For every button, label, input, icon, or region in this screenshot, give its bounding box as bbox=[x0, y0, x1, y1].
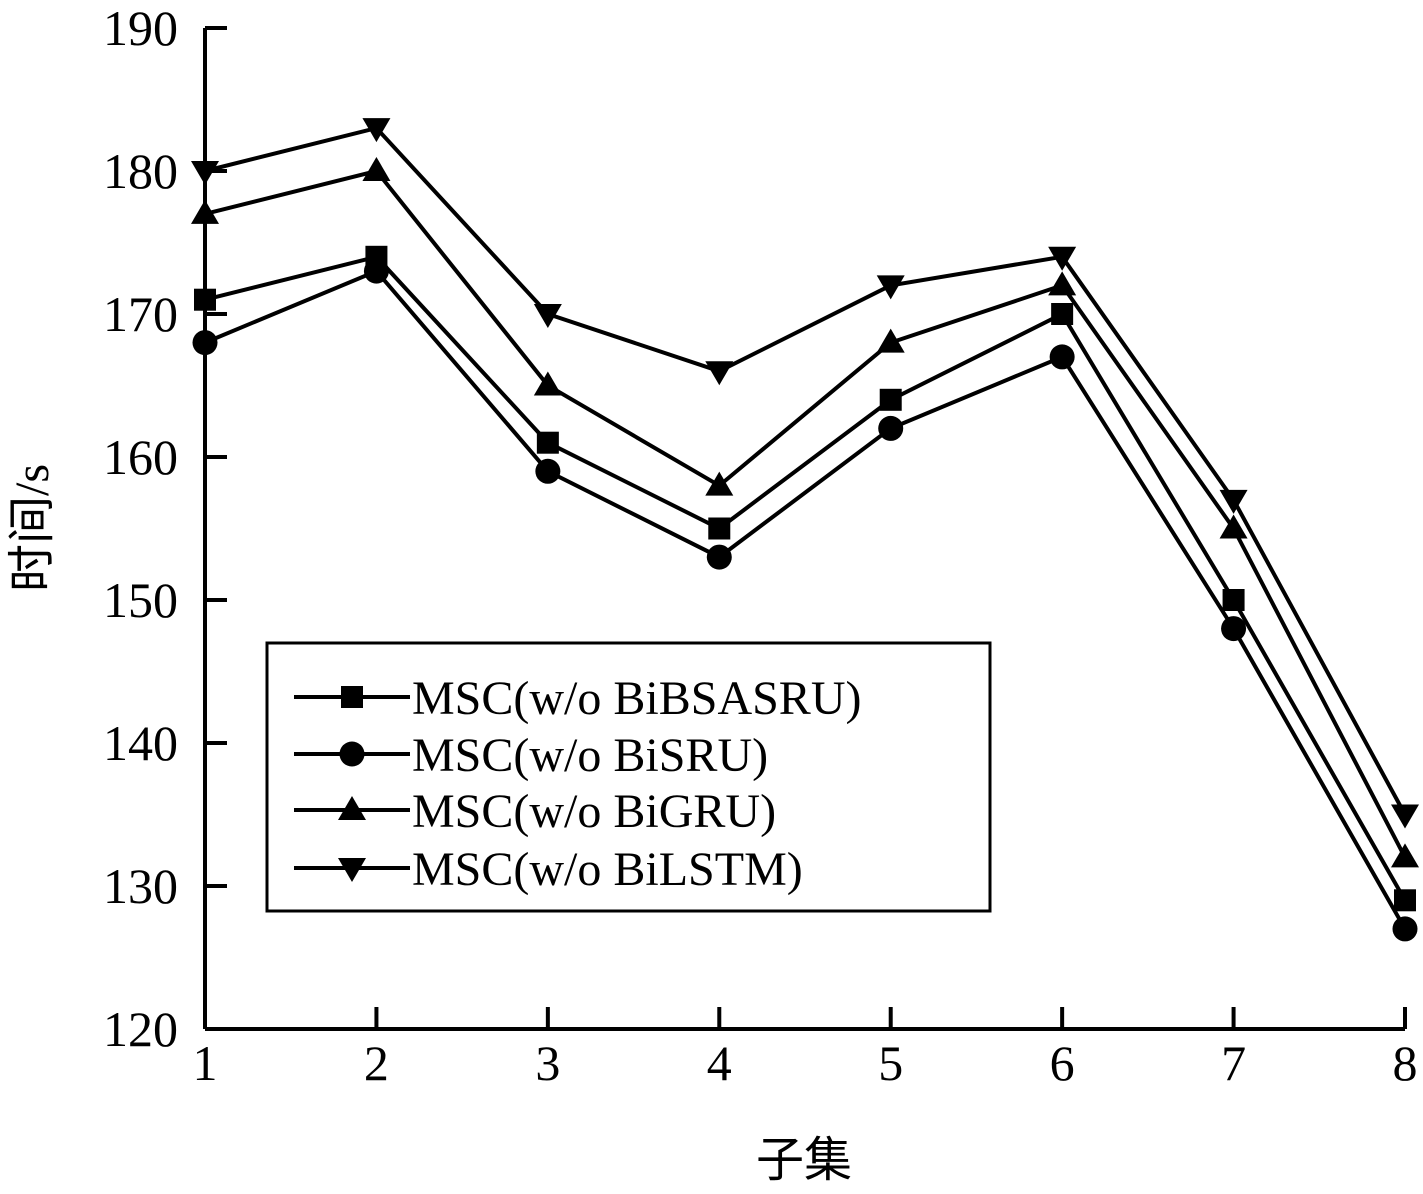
y-tick-label: 170 bbox=[103, 286, 178, 342]
data-point bbox=[1219, 489, 1248, 514]
data-point bbox=[1049, 344, 1075, 370]
y-tick-labels: 120 130 140 150 160 170 180 190 bbox=[103, 0, 178, 1057]
data-point bbox=[1051, 303, 1074, 325]
x-tick-label: 4 bbox=[707, 1035, 732, 1091]
x-tick-label: 7 bbox=[1221, 1035, 1246, 1091]
legend-marker bbox=[341, 686, 363, 708]
axes bbox=[203, 26, 1407, 1031]
series-line bbox=[204, 168, 1407, 859]
data-point bbox=[708, 517, 731, 540]
y-tick-label: 130 bbox=[103, 858, 178, 914]
x-tick-labels: 1 2 3 4 5 6 7 8 bbox=[193, 1035, 1418, 1091]
data-point bbox=[362, 157, 391, 181]
data-point bbox=[533, 371, 562, 396]
x-tick-label: 8 bbox=[1393, 1035, 1418, 1091]
legend-label: MSC(w/o BiGRU) bbox=[412, 785, 776, 838]
x-tick-label: 6 bbox=[1050, 1035, 1075, 1091]
data-point bbox=[1392, 916, 1418, 942]
data-point bbox=[536, 431, 559, 454]
data-point bbox=[1222, 589, 1245, 611]
data-point bbox=[535, 458, 561, 484]
data-point bbox=[1048, 271, 1077, 296]
y-tick-label: 140 bbox=[103, 715, 178, 771]
series-line bbox=[204, 125, 1407, 816]
y-axis-title: 时间/s bbox=[6, 464, 59, 592]
data-point bbox=[705, 471, 734, 496]
data-point bbox=[1221, 616, 1247, 642]
x-tick-label: 2 bbox=[364, 1035, 389, 1091]
y-tick-label: 150 bbox=[103, 572, 178, 628]
legend: MSC(w/o BiBSASRU)MSC(w/o BiSRU)MSC(w/o B… bbox=[265, 641, 992, 913]
x-tick-label: 3 bbox=[535, 1035, 560, 1091]
series-line bbox=[204, 268, 1407, 930]
x-tick-label: 1 bbox=[193, 1035, 218, 1091]
legend-label: MSC(w/o BiLSTM) bbox=[412, 843, 803, 896]
x-tick-label: 5 bbox=[878, 1035, 903, 1091]
data-point bbox=[878, 415, 904, 441]
data-point bbox=[1391, 804, 1419, 829]
x-axis-title: 子集 bbox=[756, 1134, 852, 1187]
y-tick-label: 190 bbox=[103, 0, 178, 56]
data-point bbox=[363, 258, 389, 284]
data-point bbox=[706, 544, 732, 570]
y-tick-label: 120 bbox=[103, 1001, 178, 1057]
series-lines bbox=[204, 125, 1407, 930]
data-point bbox=[1048, 246, 1077, 271]
data-point bbox=[1391, 843, 1419, 868]
legend-label: MSC(w/o BiSRU) bbox=[412, 729, 768, 782]
legend-marker bbox=[339, 741, 365, 767]
legend-label: MSC(w/o BiBSASRU) bbox=[412, 672, 861, 725]
y-tick-label: 180 bbox=[103, 143, 178, 199]
data-point bbox=[876, 275, 905, 300]
legend-marker bbox=[338, 796, 366, 820]
data-point bbox=[362, 118, 391, 143]
legend-marker bbox=[338, 858, 366, 882]
data-point bbox=[879, 388, 902, 411]
data-point bbox=[1394, 889, 1416, 912]
data-point bbox=[533, 304, 562, 328]
data-point bbox=[1219, 514, 1248, 539]
series-line bbox=[204, 254, 1407, 902]
data-point bbox=[705, 361, 734, 386]
y-tick-label: 160 bbox=[103, 429, 178, 485]
data-point bbox=[876, 328, 905, 353]
